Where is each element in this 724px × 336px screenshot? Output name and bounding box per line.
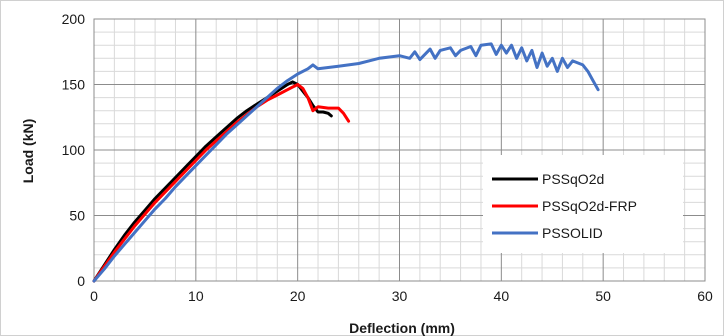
x-tick-label: 20 (290, 288, 306, 304)
legend-label-pssolid: PSSOLID (542, 225, 603, 241)
y-tick-label: 0 (77, 273, 85, 289)
x-tick-label: 60 (697, 288, 713, 304)
series-line-pssolid (92, 42, 600, 283)
y-axis-title: Load (kN) (20, 119, 36, 184)
grid (93, 18, 706, 282)
x-axis-title: Deflection (mm) (349, 320, 455, 336)
series-layer (92, 42, 600, 283)
y-tick-label: 100 (62, 142, 86, 158)
x-axis-ticks: 0 10 20 30 40 50 60 (90, 288, 713, 304)
legend-box (483, 155, 683, 253)
y-axis-ticks: 0 50 100 150 200 (62, 11, 86, 289)
x-tick-label: 40 (494, 288, 510, 304)
legend: PSSqO2d PSSqO2d-FRP PSSOLID (483, 155, 683, 253)
legend-label-pssqo2d: PSSqO2d (542, 171, 604, 187)
x-tick-label: 0 (90, 288, 98, 304)
y-tick-label: 200 (62, 11, 86, 27)
x-tick-label: 50 (595, 288, 611, 304)
legend-label-pssqo2d-frp: PSSqO2d-FRP (542, 198, 637, 214)
plot-area-border (93, 18, 706, 282)
y-tick-label: 50 (69, 208, 85, 224)
y-tick-label: 150 (62, 77, 86, 93)
x-tick-label: 10 (188, 288, 204, 304)
x-tick-label: 30 (392, 288, 408, 304)
